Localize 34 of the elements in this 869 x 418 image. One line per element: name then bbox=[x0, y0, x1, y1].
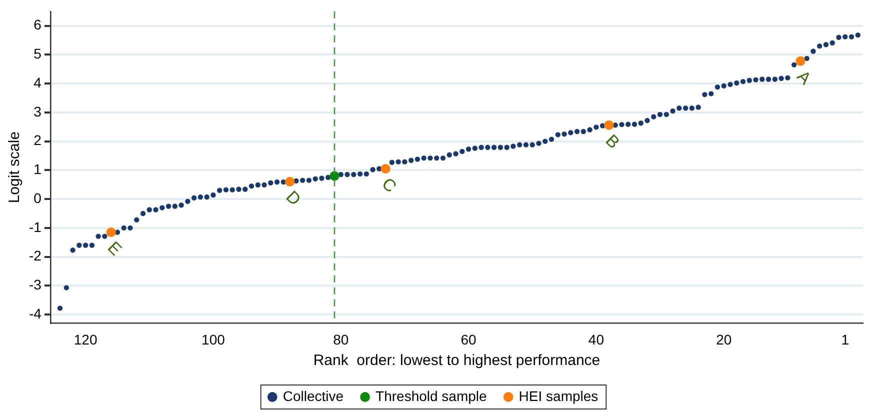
legend-label: Collective bbox=[282, 388, 344, 404]
y-tick-label: -1 bbox=[28, 218, 42, 235]
point bbox=[796, 56, 806, 66]
point bbox=[330, 171, 340, 181]
x-tick-label: 120 bbox=[74, 331, 98, 348]
x-tick-label: 1 bbox=[841, 331, 850, 348]
point bbox=[285, 176, 295, 187]
x-tick-label: 40 bbox=[588, 331, 604, 348]
point bbox=[106, 227, 116, 238]
y-tick-label: 3 bbox=[34, 103, 42, 120]
x-tick-label: 100 bbox=[202, 331, 226, 348]
y-tick-label: -4 bbox=[28, 305, 42, 322]
y-tick-label: 5 bbox=[34, 46, 42, 62]
point bbox=[604, 120, 614, 130]
y-tick-label: 1 bbox=[34, 161, 42, 178]
annotation: D bbox=[282, 187, 304, 210]
y-tick-label: 0 bbox=[34, 190, 42, 206]
annotation: C bbox=[378, 174, 400, 196]
point bbox=[380, 164, 390, 174]
annotation: A bbox=[793, 66, 816, 89]
x-tick-label: 20 bbox=[716, 331, 732, 348]
y-tick-label: 6 bbox=[34, 16, 42, 33]
y-tick-label: -3 bbox=[28, 276, 42, 293]
x-axis-title: Rank order: lowest to highest performance bbox=[313, 352, 600, 370]
legend-label: Threshold sample bbox=[376, 388, 488, 404]
annotation: E bbox=[104, 238, 126, 260]
x-tick-label: 60 bbox=[460, 331, 477, 348]
y-tick-label: -2 bbox=[28, 248, 42, 264]
y-tick-label: 4 bbox=[34, 74, 42, 90]
y-tick-label: 2 bbox=[34, 132, 42, 148]
legend-label: HEI samples bbox=[518, 388, 598, 404]
x-tick-label: 80 bbox=[333, 331, 349, 348]
y-axis-title: Logit scale bbox=[6, 131, 24, 204]
annotation: B bbox=[602, 130, 624, 152]
